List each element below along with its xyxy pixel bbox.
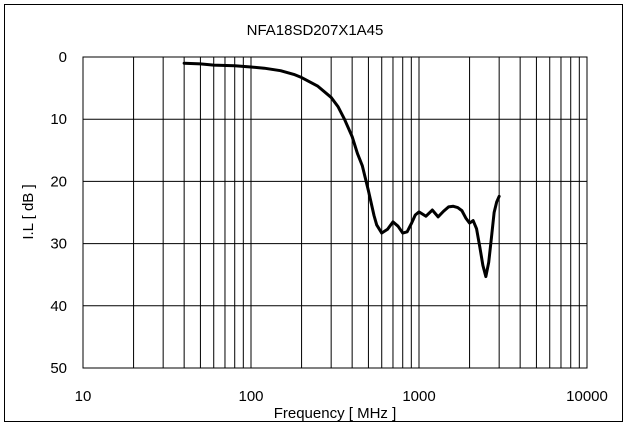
y-tick-label: 10 [50,111,67,128]
x-tick-label: 100 [238,388,263,405]
y-tick-label: 30 [50,236,67,253]
series [182,61,501,279]
x-axis-label: Frequency [ MHz ] [274,405,397,422]
y-tick-label: 50 [50,360,67,377]
x-tick-label: 10 [75,388,92,405]
chart-title: NFA18SD207X1A45 [247,22,384,39]
insertion-loss-series-line [182,61,501,279]
chart-svg: NFA18SD207X1A45 10 100 1000 10000 0 10 20 30 40 5… [20,22,608,422]
x-tick-label: 1000 [402,388,435,405]
y-tick-label: 20 [50,173,67,190]
chart-frame: NFA18SD207X1A45 10 100 1000 10000 0 10 20 30 40 5… [4,4,623,422]
y-axis-label: I.L [ dB ] [20,184,37,239]
x-tick-label: 10000 [566,388,608,405]
tick-labels: 10 100 1000 10000 0 10 20 30 40 50 [50,49,608,405]
y-tick-label: 40 [50,298,67,315]
plot-area-border [82,56,588,369]
y-tick-label: 0 [59,49,67,66]
